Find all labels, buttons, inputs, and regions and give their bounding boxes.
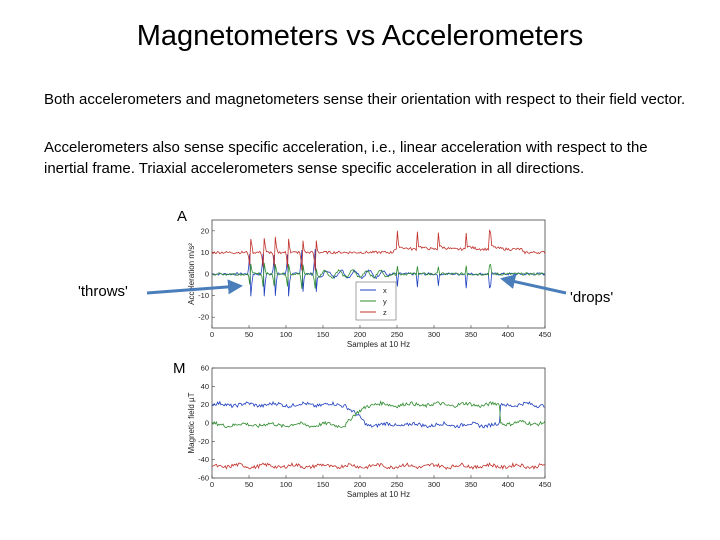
paragraph-2: Accelerometers also sense specific accel… — [44, 139, 648, 177]
x-tick-label: 300 — [428, 330, 441, 339]
y-tick-label: 0 — [205, 419, 209, 428]
x-tick-label: 250 — [391, 330, 404, 339]
x-axis-label: Samples at 10 Hz — [347, 340, 410, 349]
label-m: M — [173, 360, 186, 377]
x-tick-label: 100 — [280, 330, 293, 339]
y-tick-label: -20 — [198, 437, 209, 446]
legend-label-x: x — [383, 286, 387, 295]
plot-area — [211, 367, 546, 479]
x-tick-label: 350 — [465, 330, 478, 339]
series-line-y — [211, 262, 546, 289]
label-a: A — [177, 208, 188, 225]
y-tick-label: 10 — [201, 248, 209, 257]
series-line-y — [211, 400, 546, 429]
x-tick-label: 50 — [245, 330, 253, 339]
accelerometer-chart: 0 50 100 150 200 250 300 350 400 45020100-10-20Sa… — [187, 219, 552, 349]
series-line-x — [211, 400, 545, 429]
y-tick-label: 20 — [201, 400, 209, 409]
y-tick-label: 20 — [201, 226, 209, 235]
y-tick-label: 60 — [201, 364, 209, 373]
y-axis-label: Magnetic field µT — [187, 392, 196, 453]
magnetometer-chart: 0 50 100 150 200 250 300 350 400 4506040200-20-40… — [187, 364, 552, 500]
x-tick-label: 300 — [428, 480, 441, 489]
legend-label-z: z — [383, 308, 387, 317]
x-tick-label: 150 — [317, 480, 330, 489]
x-tick-label: 50 — [245, 480, 253, 489]
throws-arrow — [146, 279, 243, 295]
x-tick-label: 100 — [280, 480, 293, 489]
x-tick-label: 0 — [210, 330, 214, 339]
legend-label-y: y — [383, 297, 387, 306]
paragraph-1: Both accelerometers and magnetometers se… — [44, 91, 686, 108]
series-line-z — [211, 462, 546, 470]
x-tick-label: 250 — [391, 480, 404, 489]
y-tick-label: 0 — [205, 270, 209, 279]
x-tick-label: 200 — [354, 330, 367, 339]
label-throws: 'throws' — [78, 283, 128, 300]
slide-title: Magnetometers vs Accelerometers — [136, 20, 584, 52]
y-tick-label: -20 — [198, 313, 209, 322]
x-tick-label: 400 — [502, 330, 515, 339]
x-tick-label: 200 — [354, 480, 367, 489]
x-tick-label: 150 — [317, 330, 330, 339]
label-drops: 'drops' — [570, 289, 614, 306]
series-line-z — [211, 229, 546, 271]
drops-arrow — [500, 274, 567, 295]
y-tick-label: 40 — [201, 382, 209, 391]
y-tick-label: -10 — [198, 291, 209, 300]
x-tick-label: 400 — [502, 480, 515, 489]
x-tick-label: 0 — [210, 480, 214, 489]
y-tick-label: -40 — [198, 455, 209, 464]
y-tick-label: -60 — [198, 474, 209, 483]
y-axis-label: Acceleration m/s² — [187, 243, 196, 305]
x-tick-label: 450 — [539, 480, 552, 489]
x-axis-label: Samples at 10 Hz — [347, 490, 410, 499]
x-tick-label: 350 — [465, 480, 478, 489]
x-tick-label: 450 — [539, 330, 552, 339]
